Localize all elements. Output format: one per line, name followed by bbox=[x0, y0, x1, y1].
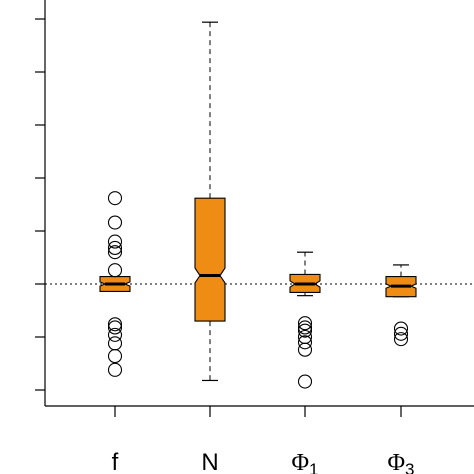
outlier-Φ1-1 bbox=[297, 320, 313, 335]
outlier-f-3 bbox=[107, 240, 123, 256]
x-tick-label-2: Φ1 bbox=[291, 450, 318, 474]
outlier-f-9 bbox=[107, 336, 123, 351]
outlier-Φ1-6 bbox=[297, 374, 313, 389]
x-tick-label-3: Φ3 bbox=[387, 450, 414, 474]
box-N bbox=[194, 197, 226, 322]
outlier-Φ3-2 bbox=[393, 332, 409, 347]
outlier-Φ3-0 bbox=[393, 321, 409, 336]
x-tick-label-main-2: Φ bbox=[291, 450, 309, 474]
box-group-Φ1 bbox=[289, 251, 321, 389]
outlier-f-4 bbox=[107, 245, 123, 260]
boxes-layer bbox=[99, 21, 417, 389]
outlier-f-6 bbox=[107, 317, 123, 332]
outlier-f-10 bbox=[107, 349, 123, 364]
outlier-f-8 bbox=[107, 327, 123, 342]
outlier-Φ1-2 bbox=[297, 323, 313, 338]
box-group-f bbox=[99, 191, 131, 377]
outlier-f-0 bbox=[107, 191, 123, 206]
outlier-f-11 bbox=[107, 362, 123, 377]
x-tick-label-main-3: Φ bbox=[387, 450, 405, 474]
outlier-Φ1-4 bbox=[297, 335, 313, 350]
outlier-Φ3-1 bbox=[393, 326, 409, 341]
outlier-f-5 bbox=[107, 263, 123, 278]
x-tick-label-main-1: N bbox=[201, 449, 218, 474]
outlier-f-2 bbox=[107, 234, 123, 249]
outlier-f-7 bbox=[107, 320, 123, 335]
box-group-N bbox=[194, 21, 226, 382]
box-group-Φ3 bbox=[385, 264, 417, 347]
x-labels-layer: f N Φ1 Φ3 bbox=[112, 449, 415, 474]
outlier-Φ1-5 bbox=[297, 342, 313, 357]
outlier-Φ1-0 bbox=[297, 316, 313, 331]
x-tick-label-0: f bbox=[112, 449, 119, 474]
x-tick-label-main-0: f bbox=[112, 449, 119, 474]
x-tick-label-sub-3: 3 bbox=[405, 460, 414, 474]
x-tick-label-1: N bbox=[201, 449, 218, 474]
outlier-f-1 bbox=[107, 215, 123, 230]
axes-layer bbox=[35, 0, 474, 417]
x-tick-label-sub-2: 1 bbox=[309, 460, 318, 474]
